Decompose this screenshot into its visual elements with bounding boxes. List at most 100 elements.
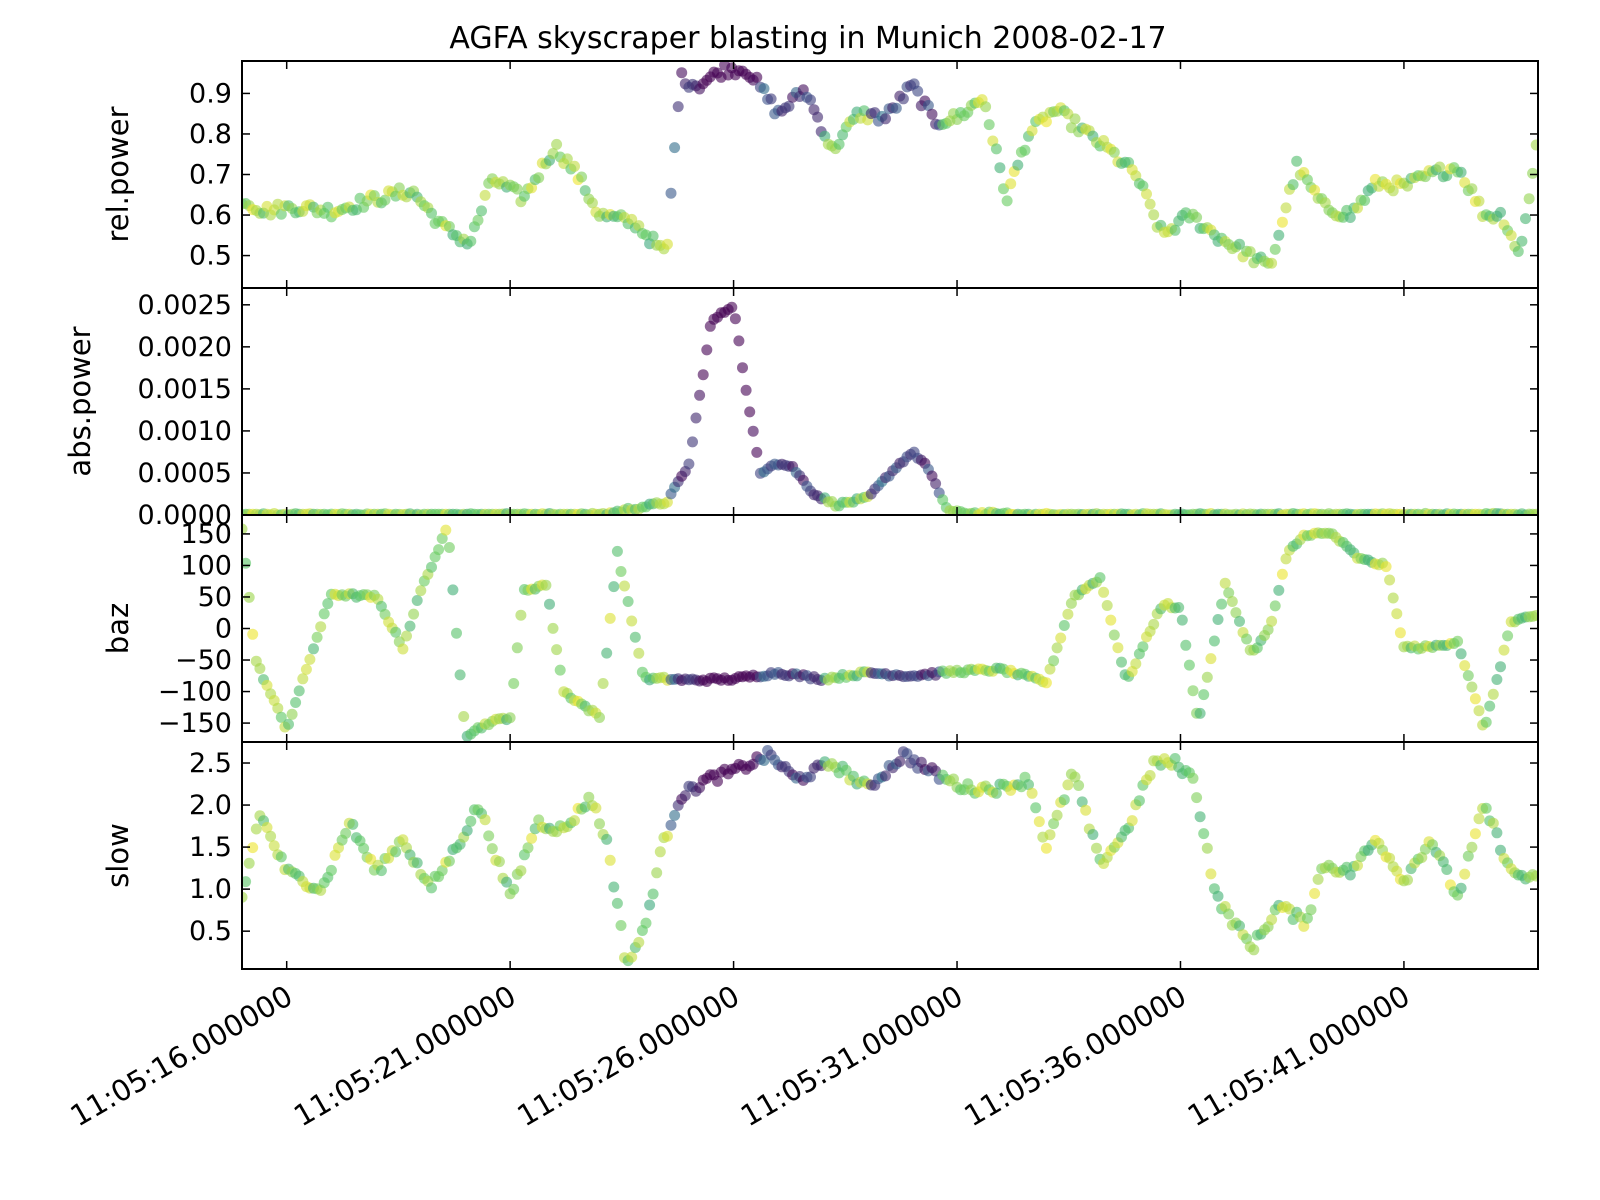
data-point: [633, 647, 645, 659]
data-point: [687, 436, 698, 448]
data-point: [590, 802, 602, 814]
data-point: [1291, 155, 1303, 167]
data-point: [515, 609, 527, 621]
data-point: [508, 678, 520, 689]
data-point: [980, 101, 992, 113]
data-point: [268, 840, 280, 852]
data-point: [483, 830, 495, 842]
data-point: [751, 446, 763, 458]
data-point: [1391, 608, 1403, 620]
y-axis-label: abs.power: [63, 326, 97, 476]
data-point: [486, 843, 498, 855]
data-point: [1208, 635, 1220, 647]
series-points: [242, 301, 1538, 515]
data-point: [644, 899, 656, 911]
data-point: [1105, 614, 1117, 626]
data-point: [1276, 216, 1288, 228]
data-point: [440, 524, 452, 536]
data-point: [436, 533, 448, 544]
y-tick-label: 50: [198, 582, 232, 613]
data-point: [679, 790, 691, 802]
data-point: [272, 702, 284, 714]
data-point: [1219, 577, 1231, 589]
data-point: [247, 842, 259, 854]
data-point: [1212, 614, 1224, 625]
data-point: [1216, 598, 1228, 610]
y-tick-label: 0.0025: [138, 290, 232, 321]
axes-frame: [241, 741, 1539, 970]
data-point: [1191, 211, 1203, 223]
data-point: [1073, 780, 1085, 791]
data-point: [479, 189, 491, 201]
data-point: [1512, 246, 1524, 257]
data-point: [1484, 700, 1496, 712]
data-point: [250, 823, 262, 835]
data-point: [1087, 829, 1099, 840]
data-point: [1198, 689, 1210, 701]
data-point: [586, 197, 598, 209]
data-point: [579, 185, 591, 197]
data-point: [1402, 874, 1413, 886]
data-point: [1051, 642, 1063, 654]
data-point: [1033, 816, 1045, 828]
x-tick-label: 11:05:21.000000: [288, 979, 522, 1134]
data-point: [1241, 633, 1253, 645]
data-point: [458, 711, 470, 722]
data-point: [315, 621, 327, 633]
data-point: [712, 775, 723, 787]
x-tick-label: 11:05:41.000000: [1182, 979, 1416, 1134]
data-point: [583, 791, 595, 803]
data-point: [451, 627, 462, 639]
data-point: [1387, 592, 1399, 604]
data-point: [1201, 842, 1213, 854]
panel-4: 0.5 1.0 1.5 2.0 2.5 slow: [101, 741, 1539, 970]
data-point: [551, 138, 563, 150]
data-point: [1473, 705, 1485, 717]
data-point: [651, 867, 663, 879]
y-tick-label: 0.5: [189, 241, 232, 272]
y-tick-label: 0.5: [189, 916, 232, 947]
data-point: [404, 620, 416, 632]
x-tick-label: 11:05:26.000000: [511, 979, 745, 1134]
data-point: [1069, 771, 1081, 783]
data-point: [540, 579, 552, 591]
data-point: [1502, 630, 1514, 642]
data-point: [926, 108, 938, 120]
data-point: [890, 102, 902, 114]
data-point: [1469, 693, 1481, 705]
data-point: [551, 644, 563, 656]
data-point: [1194, 707, 1206, 719]
data-point: [1530, 139, 1538, 151]
data-point: [1380, 561, 1392, 573]
data-point: [1205, 653, 1217, 665]
data-point: [504, 712, 516, 724]
data-point: [1466, 183, 1478, 195]
data-point: [1065, 597, 1077, 609]
data-point: [758, 83, 770, 95]
data-point: [1141, 188, 1152, 200]
data-point: [308, 643, 319, 655]
y-tick-label: 0.0000: [138, 500, 232, 531]
y-tick-label: 0.0005: [138, 458, 232, 489]
x-tick-label: 11:05:16.000000: [65, 979, 299, 1134]
data-point: [1495, 844, 1506, 856]
data-point: [1287, 179, 1299, 191]
data-point: [983, 119, 995, 131]
data-point: [347, 818, 359, 830]
data-point: [912, 85, 924, 97]
data-point: [1505, 230, 1517, 241]
data-point: [1301, 912, 1313, 924]
data-point: [594, 712, 605, 723]
panels: 0.50.60.70.80.9rel.power0.00000.00050.00…: [63, 60, 1539, 970]
data-point: [626, 951, 638, 963]
data-point: [640, 917, 652, 929]
data-point: [1466, 841, 1478, 853]
data-point: [1226, 596, 1238, 607]
data-point: [461, 825, 473, 837]
data-point: [1305, 904, 1317, 916]
data-point: [569, 815, 580, 827]
data-point: [880, 770, 891, 782]
data-point: [1091, 842, 1102, 854]
data-point: [1309, 888, 1321, 899]
x-axis-ticks: 11:05:16.00000011:05:21.00000011:05:26.0…: [65, 979, 1416, 1134]
